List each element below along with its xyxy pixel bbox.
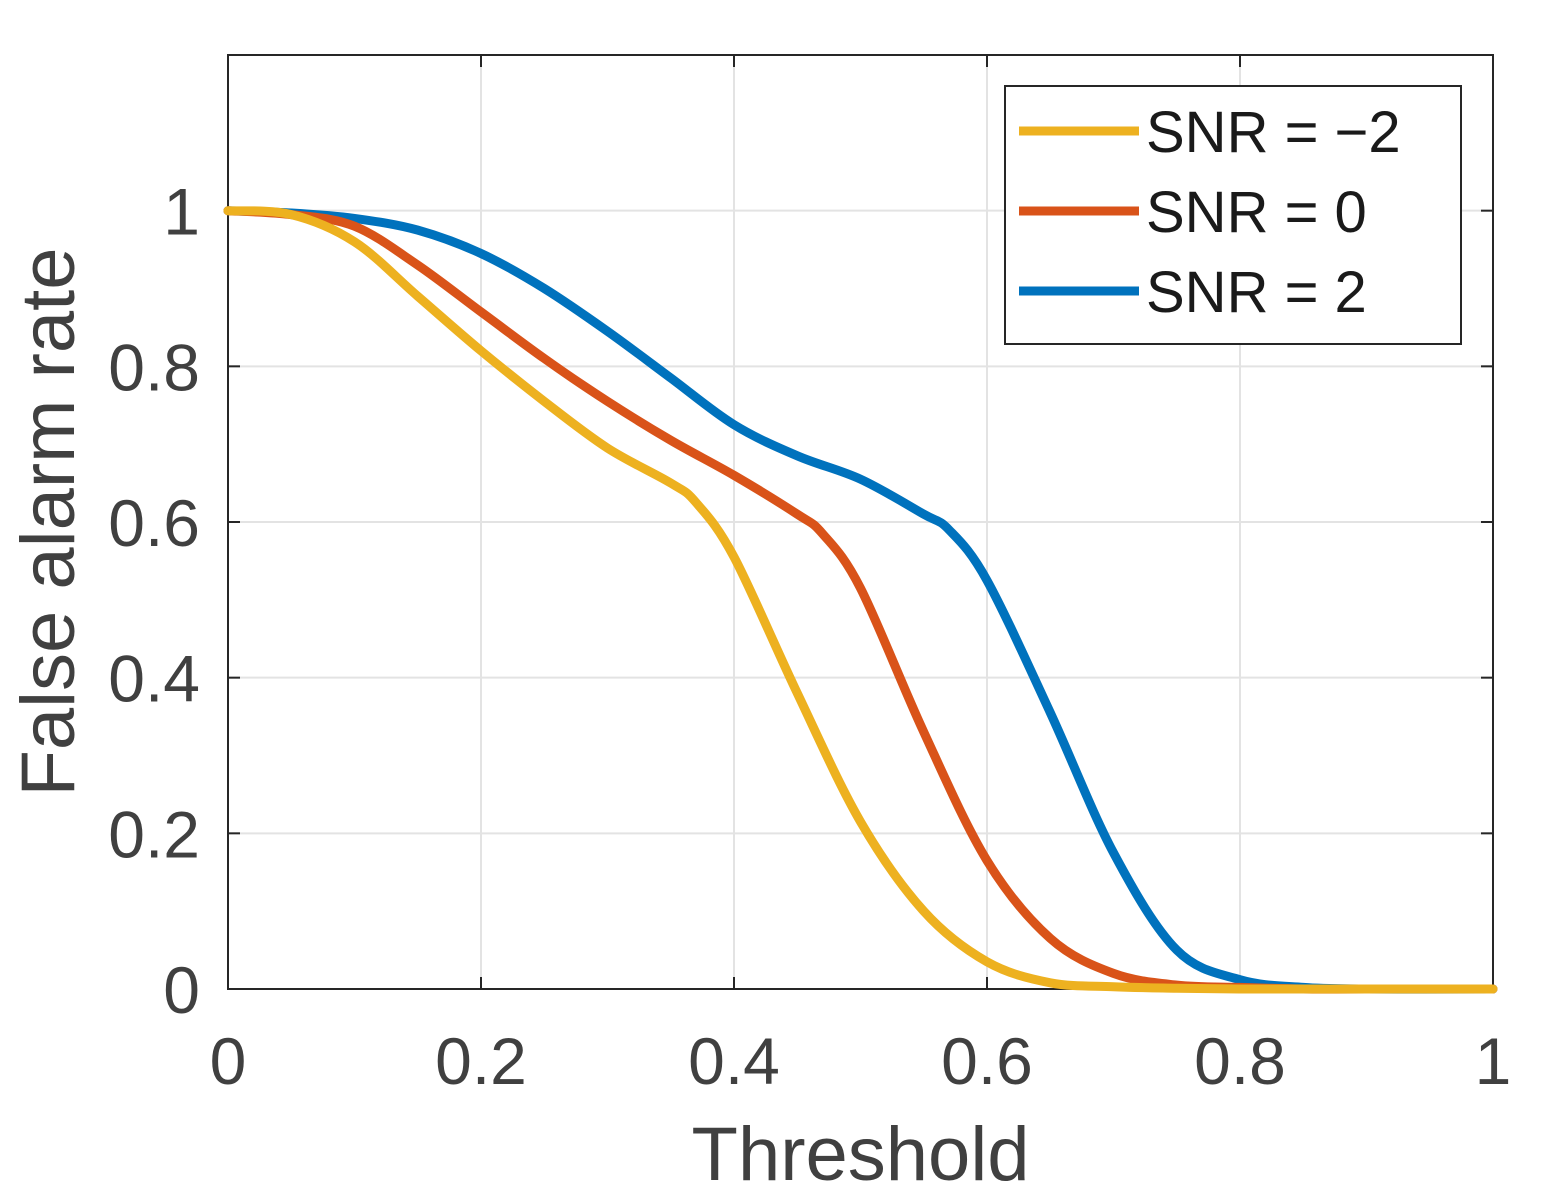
y-tick-label: 0.4 [108, 642, 200, 716]
x-tick-labels: 0 0.2 0.4 0.6 0.8 1 [210, 1024, 1512, 1098]
y-tick-labels: 0 0.2 0.4 0.6 0.8 1 [108, 175, 200, 1027]
x-tick-label: 0 [210, 1024, 247, 1098]
series-lines [223, 206, 1498, 994]
x-tick-label: 1 [1475, 1024, 1512, 1098]
y-tick-label: 0.2 [108, 797, 200, 871]
y-axis-title: False alarm rate [6, 247, 91, 796]
y-tick-label: 1 [163, 175, 200, 249]
y-tick-label: 0.8 [108, 330, 200, 404]
x-tick-label: 0.6 [941, 1024, 1033, 1098]
x-tick-label: 0.8 [1194, 1024, 1286, 1098]
x-axis-title: Threshold [692, 1112, 1030, 1197]
y-tick-label: 0 [163, 953, 200, 1027]
series-line-snr-2 [223, 206, 1498, 994]
legend: SNR = −2 SNR = 0 SNR = 2 [1004, 85, 1462, 345]
series-line-snr-2 [223, 206, 1498, 994]
legend-label: SNR = −2 [1146, 100, 1401, 165]
legend-label: SNR = 0 [1146, 180, 1367, 245]
y-tick-label: 0.6 [108, 486, 200, 560]
x-tick-label: 0.2 [435, 1024, 527, 1098]
legend-label: SNR = 2 [1146, 260, 1367, 325]
x-tick-label: 0.4 [688, 1024, 780, 1098]
